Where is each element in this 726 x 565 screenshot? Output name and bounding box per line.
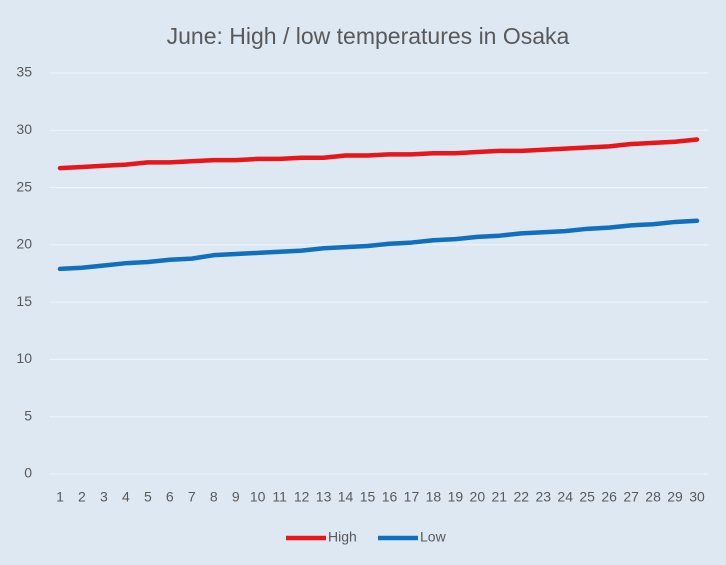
y-tick-label: 5 <box>24 407 32 423</box>
x-tick-label: 5 <box>144 489 152 505</box>
x-tick-label: 12 <box>294 489 310 505</box>
line <box>57 218 700 272</box>
x-tick-label: 22 <box>513 489 529 505</box>
x-tick-label: 1 <box>56 489 64 505</box>
x-tick-label: 11 <box>272 489 287 505</box>
y-tick-label: 25 <box>16 178 32 194</box>
x-tick-label: 4 <box>122 489 130 505</box>
y-tick-label: 30 <box>16 121 32 137</box>
line <box>57 137 700 171</box>
x-tick-label: 10 <box>250 489 266 505</box>
x-tick-label: 25 <box>579 489 595 505</box>
legend-label: High <box>328 529 357 545</box>
x-tick-label: 7 <box>188 489 196 505</box>
y-tick-label: 35 <box>16 64 32 80</box>
x-tick-label: 30 <box>689 489 705 505</box>
x-tick-label: 6 <box>166 489 174 505</box>
x-tick-label: 28 <box>645 489 661 505</box>
x-tick-label: 23 <box>535 489 551 505</box>
x-tick-label: 19 <box>448 489 464 505</box>
x-tick-label: 26 <box>601 489 617 505</box>
x-tick-label: 18 <box>426 489 442 505</box>
x-tick-label: 9 <box>232 489 240 505</box>
x-tick-label: 2 <box>78 489 86 505</box>
x-tick-label: 24 <box>557 489 573 505</box>
x-tick-label: 14 <box>338 489 354 505</box>
y-tick-label: 15 <box>16 293 32 309</box>
x-tick-label: 21 <box>492 489 508 505</box>
x-tick-label: 27 <box>623 489 639 505</box>
x-tick-label: 3 <box>100 489 108 505</box>
y-tick-label: 10 <box>16 350 32 366</box>
y-tick-label: 0 <box>24 465 32 481</box>
y-tick-label: 20 <box>16 236 32 252</box>
x-tick-label: 16 <box>382 489 398 505</box>
chart-title: June: High / low temperatures in Osaka <box>167 23 570 49</box>
x-tick-label: 15 <box>360 489 376 505</box>
x-tick-label: 29 <box>667 489 683 505</box>
x-tick-label: 13 <box>316 489 332 505</box>
legend-label: Low <box>420 529 447 545</box>
x-tick-label: 20 <box>470 489 486 505</box>
x-tick-label: 8 <box>210 489 218 505</box>
x-tick-label: 17 <box>404 489 420 505</box>
